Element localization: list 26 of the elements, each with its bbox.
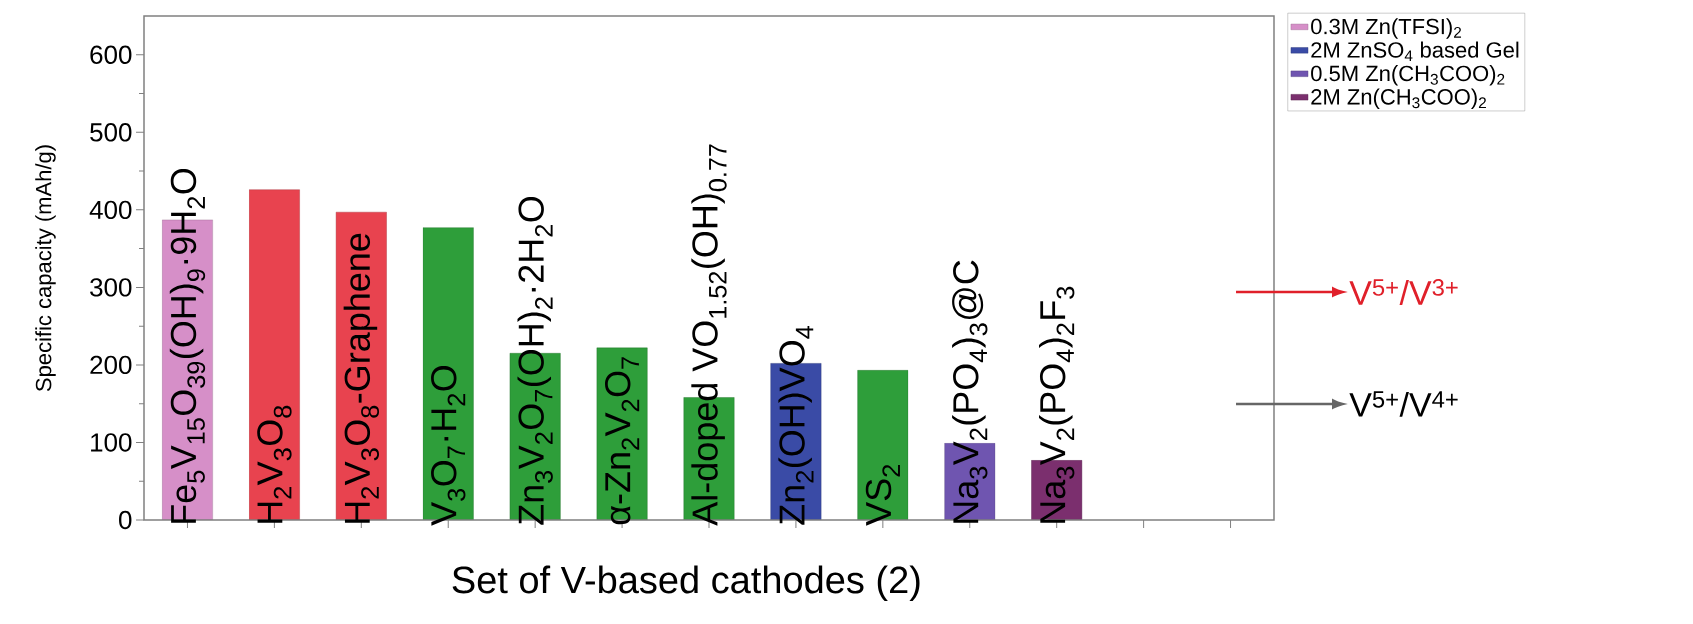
x-tick-label: Al-doped VO$_{1.52}$(OH)$_{0.77}$: [691, 144, 727, 526]
category-label: Na$_{3}$V$_{2}$(PO$_{4}$)$_{3}$@C: [952, 260, 988, 523]
x-axis-title: Set of V-based cathodes (2): [452, 565, 920, 601]
legend-label: 2M Zn(CH$_{3}$COO)$_{2}$: [1311, 88, 1486, 109]
y-tick-label: 600: [90, 45, 132, 64]
x-tick-label: H$_{2}$V$_{3}$O$_{8}$-Graphene: [343, 233, 379, 523]
y-tick-label: 400: [89, 200, 132, 220]
x-tick-label: VS$_{2}$: [865, 465, 900, 526]
text: V$^{5+}$/V$^{3+}$: [1349, 279, 1458, 305]
y-axis-title: Specific capacity (mAh/g): [35, 145, 56, 392]
x-tick-label: Zn$_{2}$(OH)VO$_{4}$: [778, 326, 814, 525]
x-tick-label: V$_{3}$O$_{7}$·H$_{2}$O: [431, 365, 466, 526]
y-tick-label: 100: [91, 433, 132, 452]
legend-label: 0.3M Zn(TFSI)$_{2}$: [1311, 18, 1462, 39]
legend-label: 2M ZnSO$_{4}$ based Gel: [1311, 41, 1519, 62]
text: V$^{5+}$/V$^{4+}$: [1349, 391, 1458, 417]
category-label: Na$_{3}$V$_{2}$(PO$_{4}$)$_{2}$F$_{3}$: [1039, 286, 1075, 523]
y-tick-label: 300: [90, 278, 132, 297]
category-label: Zn$_{3}$V$_{2}$O$_{7}$(OH)$_{2}$·2H$_{2}$O: [517, 196, 553, 525]
y-tick-label: 500: [90, 123, 132, 142]
y-tick-label: 200: [90, 355, 132, 375]
legend-label: 0.5M Zn(CH$_{3}$COO)$_{2}$: [1311, 65, 1505, 86]
category-label: Fe$_{5}$V$_{15}$O$_{39}$(OH)$_{9}$·9H$_{2}$O: [169, 168, 206, 523]
x-tick-label: α-Zn$_{2}$V$_{2}$O$_{7}$: [605, 357, 640, 525]
y-tick-label: 0: [119, 510, 132, 530]
x-tick-label: H$_{2}$V$_{3}$O$_{8}$: [257, 405, 292, 523]
